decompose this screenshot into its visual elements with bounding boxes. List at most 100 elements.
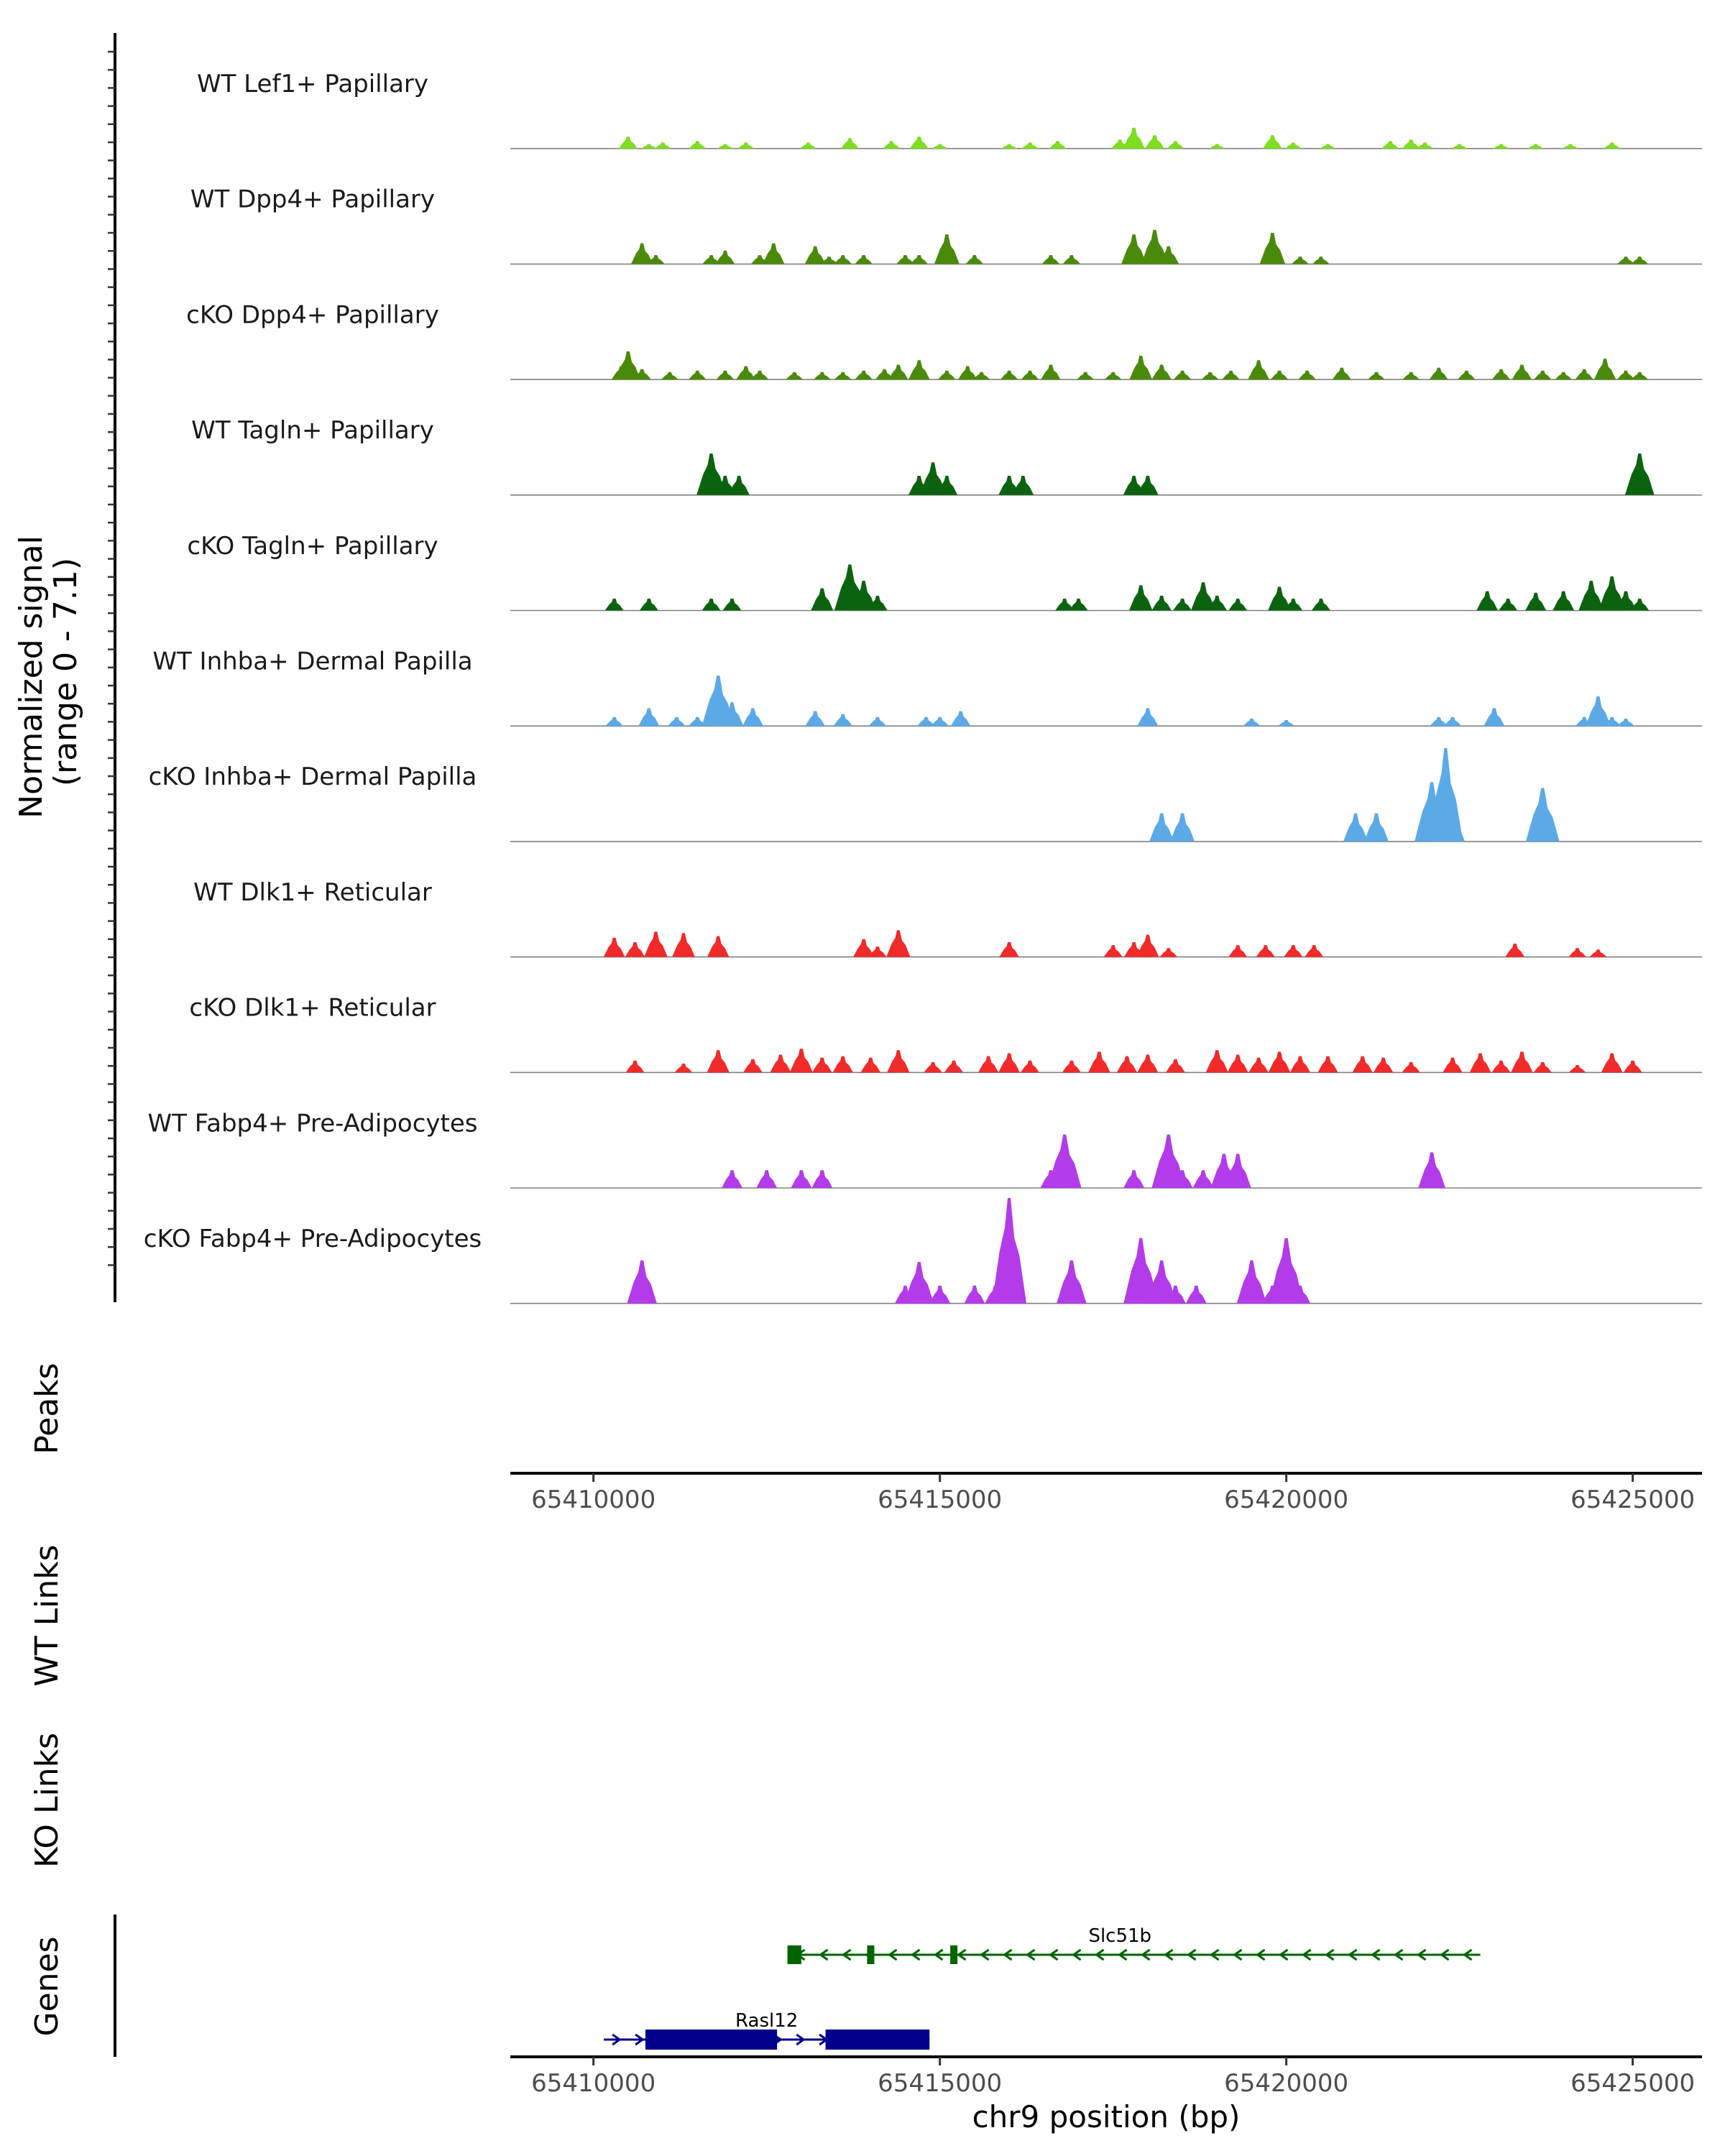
track-label: cKO Dlk1+ Reticular [189,994,436,1023]
track-label: cKO Dpp4+ Papillary [186,300,439,329]
signal-peak [1146,1260,1177,1304]
signal-peak [833,714,852,727]
signal-peak [1088,1051,1110,1073]
signal-peak [929,1285,951,1304]
signal-peak [1248,1057,1269,1073]
signal-peak [1312,257,1330,264]
signal-peak [1041,255,1060,264]
signal-peak [992,1198,1027,1304]
signal-peak [811,588,834,611]
signal-peak [813,372,831,380]
signal-peak [1047,1134,1082,1188]
gene-label: Slc51b [1088,1925,1151,1947]
strand-arrow [933,1948,944,1961]
signal-peak [1069,598,1088,611]
signal-peak [868,946,887,957]
signal-peak [1159,948,1177,957]
signal-peak [1263,135,1282,149]
signal-peak [1141,229,1169,264]
signal-peak [716,370,735,380]
track-6: cKO Inhba+ Dermal Papilla [149,747,1702,842]
gene-slc51b: Slc51b [787,1925,1481,1964]
strand-arrow [1301,1948,1312,1961]
track-label: cKO Fabp4+ Pre-Adipocytes [144,1225,482,1253]
signal-peak [896,255,914,264]
signal-peak [1103,945,1123,957]
signal-peak [668,717,686,727]
signal-peak [1041,364,1061,380]
signal-peak [1430,717,1448,727]
signal-peak [1268,586,1291,611]
signal-peak [1049,141,1067,149]
signal-peak [722,598,742,611]
strand-arrow [612,2033,622,2046]
signal-peak [812,1057,832,1073]
signal-peak [1228,945,1248,957]
signal-peak [1000,144,1018,149]
signal-peak [1493,144,1509,149]
signal-peak [1603,717,1621,727]
signal-peak [1172,1170,1193,1188]
signal-peak [1149,813,1174,842]
track-1: WT Dpp4+ Papillary [190,185,1702,265]
signal-peak [770,1054,791,1073]
signal-peak [868,717,887,727]
strand-arrow [1416,1948,1427,1961]
strand-arrow [1048,1948,1059,1961]
signal-peak [1123,127,1145,149]
track-label: WT Lef1+ Papillary [197,70,428,98]
signal-peak [1209,144,1225,149]
signal-peak [834,255,852,264]
signal-peak [707,1050,730,1073]
signal-peak [811,1170,833,1188]
y-axis-title-line-1: Normalized signal [13,535,50,819]
gene-annotations: Slc51b Rasl12 [604,1925,1481,2050]
signal-peak [1416,142,1433,149]
signal-peak [1137,1054,1159,1073]
signal-peak [919,462,947,495]
signal-peak [932,144,948,149]
signal-peak [1604,142,1621,149]
track-label: WT Fabp4+ Pre-Adipocytes [148,1109,478,1138]
signal-peak [1499,598,1518,611]
signal-peak [1601,1053,1623,1073]
signal-peak [998,475,1020,495]
signal-peak [1248,360,1269,380]
strand-arrow [1163,1948,1174,1961]
signal-peak [1429,367,1448,380]
signal-peak [1575,369,1593,380]
signal-peak [855,370,873,380]
signal-peak [702,255,720,264]
signal-peak [644,931,668,957]
signal-peak [1292,257,1309,264]
signal-peak [707,936,730,957]
signal-peak [1284,945,1303,957]
signal-peak [1320,144,1336,149]
signal-peak [638,708,660,727]
exon [867,1945,875,1964]
x-tick-label: 65425000 [1570,2069,1695,2098]
signal-peak [909,137,929,149]
track-4: cKO Tagln+ Papillary [187,532,1702,612]
strand-arrow [796,2033,806,2046]
signal-peak [1598,576,1626,611]
track-label: cKO Inhba+ Dermal Papilla [149,763,477,791]
signal-peak [1402,1061,1420,1073]
signal-peak [1228,598,1248,611]
x-tick-label: 65415000 [878,1485,1002,1514]
signal-peak [934,234,960,264]
signal-peak [1623,1060,1642,1073]
signal-peak [1615,591,1637,611]
signal-peak [1268,1051,1291,1073]
signal-peak [904,1261,934,1304]
signal-peak [1169,813,1195,842]
track-label: WT Inhba+ Dermal Papilla [152,648,472,676]
strand-arrow [956,1948,967,1961]
wt-links-track-label: WT Links [29,1544,65,1686]
signal-peak [1484,708,1505,727]
strand-arrow [1209,1948,1220,1961]
x-tick-label: 65425000 [1570,1485,1695,1514]
strand-arrow [979,1948,990,1961]
signal-peak [1381,141,1399,149]
track-label: WT Tagln+ Papillary [191,416,434,445]
